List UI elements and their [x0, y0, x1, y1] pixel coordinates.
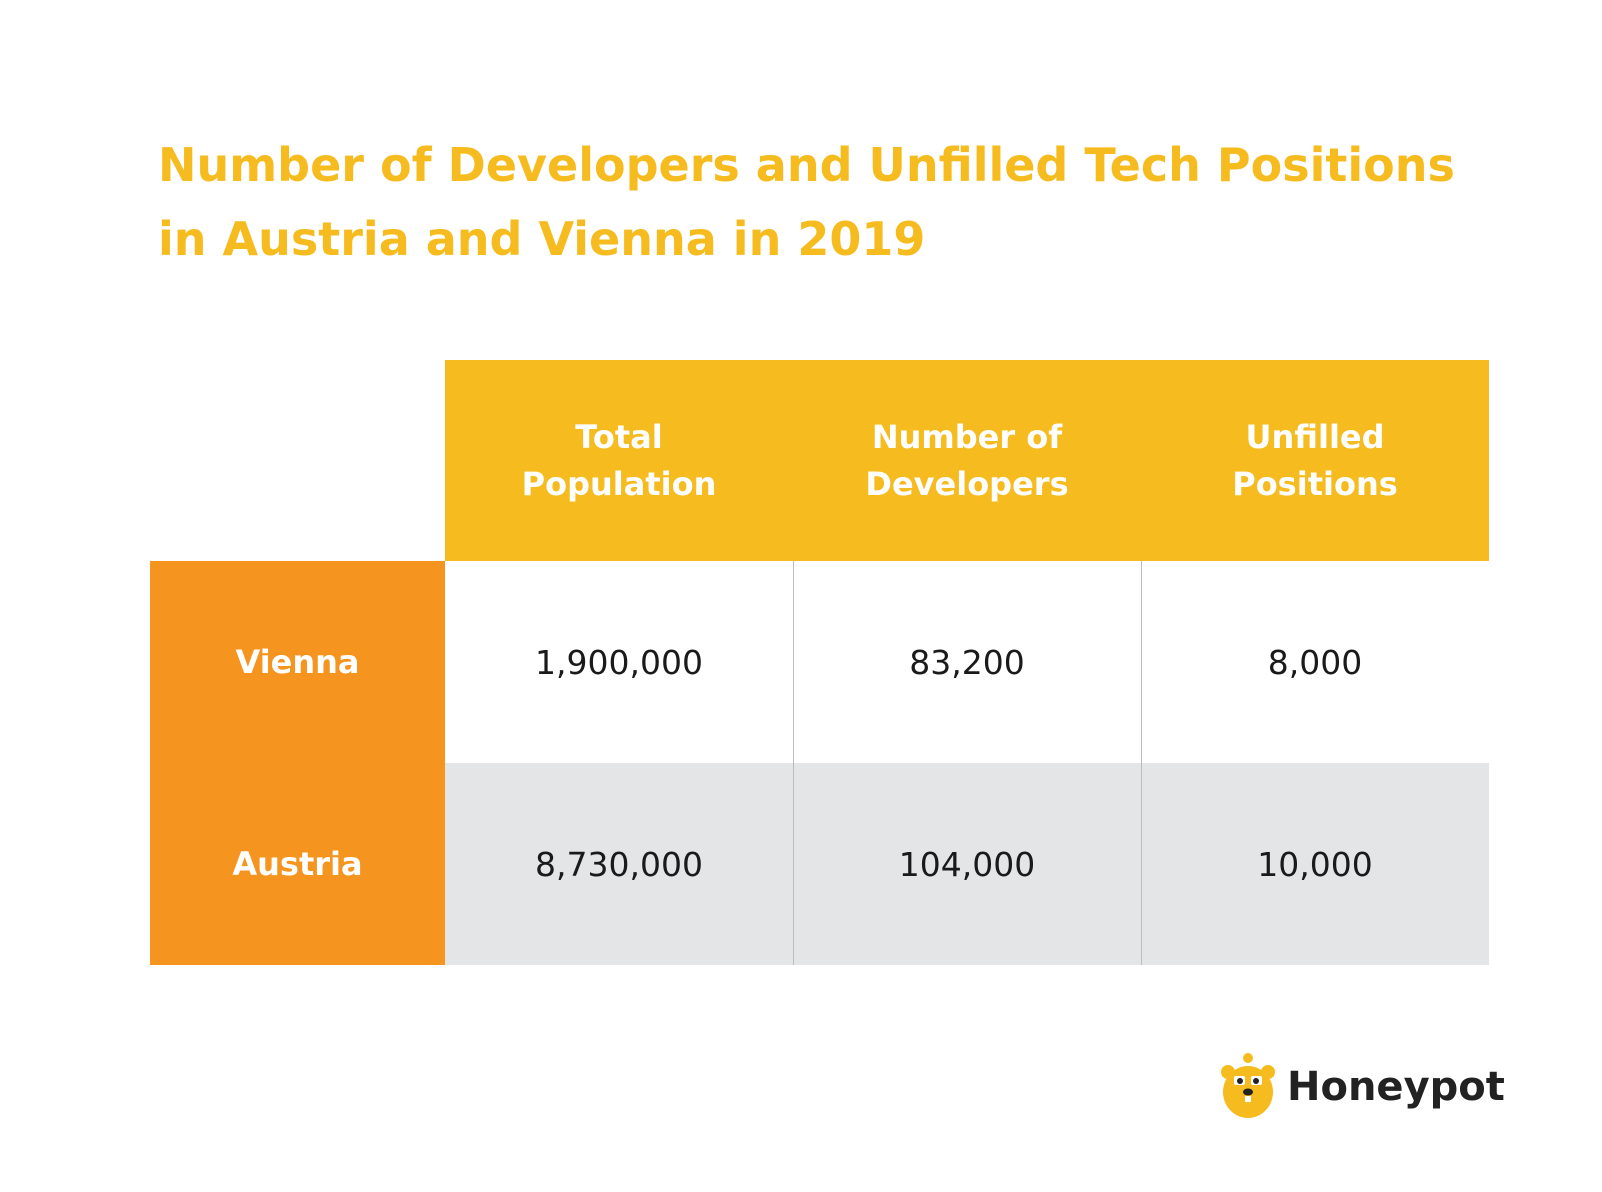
cell: 104,000: [793, 763, 1141, 965]
brand-name: Honeypot: [1287, 1064, 1505, 1110]
row-label: Austria: [150, 763, 445, 965]
cell: 8,730,000: [445, 763, 793, 965]
cell: 8,000: [1141, 561, 1489, 763]
column-header: Total Population: [445, 360, 793, 561]
column-header: Unfilled Positions: [1141, 360, 1489, 561]
cell: 83,200: [793, 561, 1141, 763]
logo-icon: [1221, 1053, 1275, 1118]
column-header: Number of Developers: [793, 360, 1141, 561]
row-label: Vienna: [150, 561, 445, 763]
cell: 1,900,000: [445, 561, 793, 763]
cell: 10,000: [1141, 763, 1489, 965]
column-divider: [1141, 561, 1142, 965]
column-divider: [793, 561, 794, 965]
title: Number of Developers and Unfilled Tech P…: [158, 138, 1455, 266]
